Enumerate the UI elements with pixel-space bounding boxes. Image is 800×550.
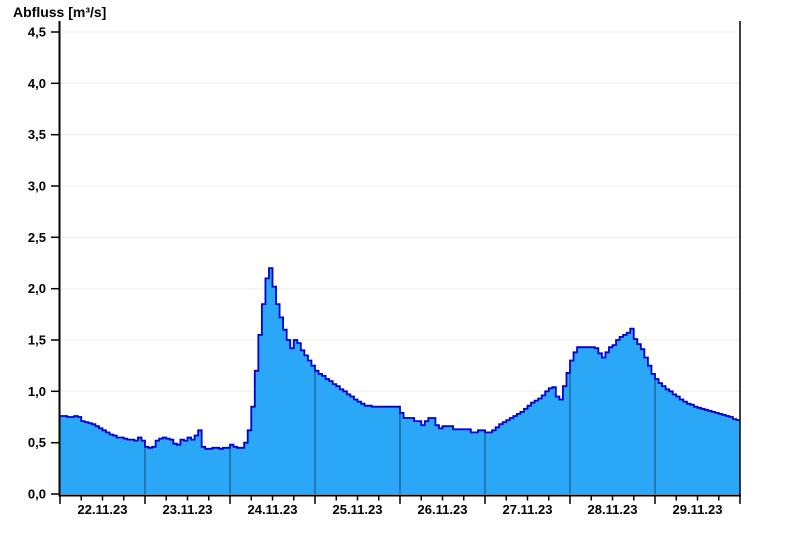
y-tick-label: 2,0 xyxy=(28,281,46,296)
y-tick-label: 0,0 xyxy=(28,487,46,502)
chart-title: Abfluss [m³/s] xyxy=(13,4,107,20)
y-tick-label: 3,0 xyxy=(28,179,46,194)
x-tick-label: 24.11.23 xyxy=(248,502,298,517)
y-tick-label: 4,0 xyxy=(28,76,46,91)
x-tick-label: 27.11.23 xyxy=(503,502,553,517)
x-tick-label: 26.11.23 xyxy=(418,502,468,517)
x-tick-label: 25.11.23 xyxy=(333,502,383,517)
y-tick-label: 1,0 xyxy=(28,384,46,399)
x-tick-label: 23.11.23 xyxy=(163,502,213,517)
y-tick-label: 4,5 xyxy=(28,25,46,40)
x-tick-label: 22.11.23 xyxy=(78,502,128,517)
y-tick-label: 1,5 xyxy=(28,333,46,348)
y-tick-label: 3,5 xyxy=(28,127,46,142)
x-tick-label: 29.11.23 xyxy=(673,502,723,517)
discharge-line xyxy=(60,267,740,450)
x-tick-label: 28.11.23 xyxy=(588,502,638,517)
y-tick-label: 0,5 xyxy=(28,435,46,450)
y-tick-label: 2,5 xyxy=(28,230,46,245)
